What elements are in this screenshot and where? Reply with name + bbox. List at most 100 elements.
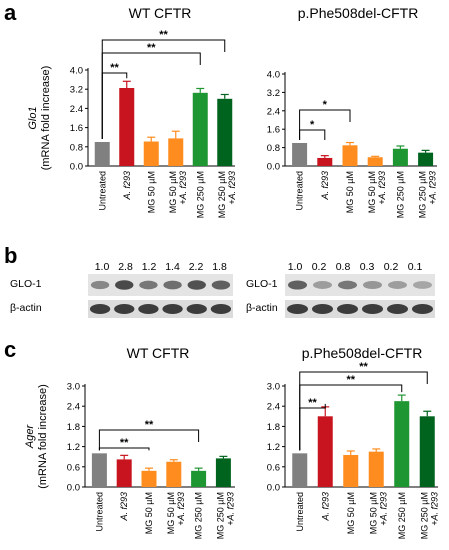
significance-bracket [98,429,200,451]
actin-band [387,304,408,314]
bar [94,142,110,166]
bar [368,451,384,487]
bar [343,455,359,487]
x-category-label: MG 50 µM+A. f293 [368,492,388,534]
actin-band [138,304,159,314]
y-axis-label-gene: Ager [24,424,36,450]
densitometry-value: 2.2 [189,261,204,273]
bar [116,459,132,487]
panel-letter-b: b [4,243,17,268]
bar [367,157,383,166]
bar [392,148,408,166]
x-category-label: MG 50 µM+A. f293 [367,171,387,213]
chart-title: WT CFTR [127,345,190,361]
x-category-label: A. f293 [122,171,132,201]
bar [215,458,231,487]
bar [141,470,157,487]
glo1-band [413,281,432,289]
y-tick-label: 1.2 [267,442,280,453]
significance-bracket [299,371,428,451]
y-tick-label: 3.0 [267,382,280,393]
y-tick-label: 0.8 [267,143,280,154]
y-tick-label: 2.4 [267,402,280,413]
chart-title: WT CFTR [129,5,192,21]
glo1-band [163,280,182,290]
protein-label: GLO-1 [10,278,42,290]
chart-c-mutant-ager: p.Phe508del-CFTR 0.0 0.6 1.2 1.8 2.4 3.0 Untrea… [267,345,439,539]
densitometry-value: 0.2 [312,261,327,273]
densitometry-value: 0.1 [408,261,423,273]
glo1-band [388,281,407,289]
actin-band [312,304,333,314]
y-tick-label: 3.0 [67,382,80,393]
actin-band [287,304,308,314]
significance-label: * [323,99,328,111]
actin-band [89,304,111,314]
densitometry-value: 1.8 [212,261,227,273]
actin-band [412,304,433,314]
glo1-band [363,280,382,290]
x-category-label: MG 250 µM+A. f293 [215,492,235,539]
significance-label: ** [308,397,317,409]
x-category-label: MG 250 µM+A. f293 [217,171,237,218]
y-axis-label-unit: (mRNA fold increase) [40,66,52,171]
x-category-label: MG 50 µM [346,492,356,534]
x-category-label: Untreated [295,171,305,211]
significance-bracket [299,109,351,140]
significance-label: ** [147,42,156,54]
x-category-label: MG 50 µM [146,171,156,213]
y-tick-label: 0.0 [267,483,280,494]
y-tick-label: 0.0 [267,162,280,173]
y-tick-label: 3.2 [70,85,83,96]
x-category-label: A. f293 [320,492,330,522]
y-tick-label: 0.6 [67,462,80,473]
chart-c-wt-ager: WT CFTR Ager (mRNA fold increase) 0.0 0.6 1.2… [24,345,235,539]
glo1-band [338,280,357,290]
glo1-band [288,280,307,290]
significance-bracket [299,384,403,451]
y-tick-label: 0.0 [67,483,80,494]
glo1-band [211,280,231,290]
protein-label: GLO-1 [246,278,278,290]
glo1-band [313,281,332,289]
bar [418,152,434,166]
significance-label: ** [359,361,368,373]
panel-letter-a: a [4,0,17,25]
densitometry-value: 0.8 [336,261,351,273]
significance-label: ** [120,437,129,449]
bar [292,143,308,166]
densitometry-value: 0.2 [384,261,399,273]
x-category-label: MG 250 µM [395,171,405,218]
x-category-label: A. f293 [320,171,330,201]
x-category-label: Untreated [97,171,107,211]
blot-strip [285,274,435,296]
densitometry-value: 2.8 [118,261,133,273]
bar [317,157,333,166]
loading-control-label: β-actin [10,302,42,314]
densitometry-value: 1.0 [288,261,303,273]
bar [143,141,159,166]
bar [217,98,233,166]
densitometry-value: 0.3 [360,261,375,273]
glo1-band [139,280,158,290]
actin-band [362,304,383,314]
bar [168,138,184,166]
significance-label: ** [110,62,119,74]
y-tick-label: 1.6 [70,123,83,134]
bar [317,416,333,487]
significance-label: ** [346,374,355,386]
actin-band [337,304,358,314]
actin-band [114,304,135,314]
significance-bracket [299,129,326,140]
x-category-label: MG 250 µM+A. f293 [418,171,438,218]
y-tick-label: 3.2 [267,88,280,99]
x-category-label: MG 50 µM [345,171,355,213]
x-category-label: MG 250 µM [195,171,205,218]
bar [394,401,410,487]
chart-a-wt-glo1: WT CFTR Glo1 (mRNA fold increase) 0.0 0.8 1.6… [27,5,237,218]
densitometry-value: 1.4 [165,261,180,273]
bar [166,461,182,487]
significance-bracket [101,39,226,139]
y-tick-label: 4.0 [70,66,83,77]
